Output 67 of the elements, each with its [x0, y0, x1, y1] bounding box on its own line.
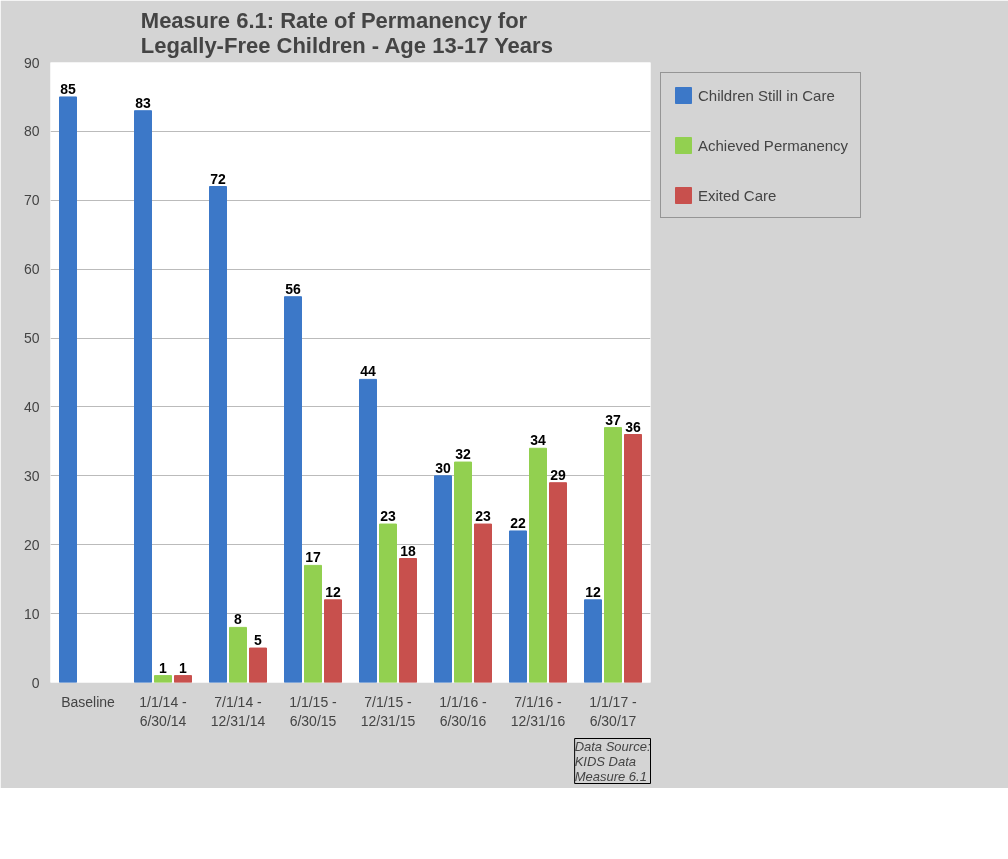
y-tick-label: 30	[23, 467, 40, 484]
x-tick-label: 1/1/16 - 6/30/16	[439, 693, 488, 729]
data-label: 12	[325, 583, 341, 600]
data-label: 12	[585, 583, 601, 600]
data-label: 8	[234, 611, 243, 628]
data-label: 1	[159, 659, 168, 676]
legend-label: Children Still in Care	[698, 86, 835, 104]
bar	[379, 523, 397, 683]
data-label: 23	[380, 508, 396, 525]
legend-label: Achieved Permanency	[698, 136, 849, 154]
data-label: 1	[179, 659, 188, 676]
data-label: 23	[475, 508, 491, 525]
bar	[549, 482, 567, 683]
data-label: 22	[510, 514, 526, 531]
bar	[174, 675, 192, 683]
data-label: 30	[435, 459, 451, 476]
data-label: 72	[210, 170, 226, 187]
bar	[624, 434, 642, 683]
bar	[604, 427, 622, 683]
x-tick-label: 1/1/15 - 6/30/15	[289, 693, 338, 729]
chart-title: Measure 6.1: Rate of Permanency for Legally-Free Children - Age 13-17 Years	[140, 7, 553, 58]
source-note: Data Source: KIDS Data Measure 6.1	[574, 738, 651, 784]
x-tick-label: 7/1/14 - 12/31/14	[210, 693, 266, 729]
bar	[399, 558, 417, 683]
data-label: 44	[360, 363, 376, 380]
bar	[284, 296, 302, 683]
y-tick-label: 80	[23, 123, 40, 140]
y-tick-label: 40	[23, 398, 40, 415]
data-label: 37	[605, 411, 621, 428]
data-label: 85	[60, 80, 76, 97]
y-tick-label: 70	[23, 192, 40, 209]
y-tick-label: 20	[23, 536, 40, 553]
bar	[529, 447, 547, 683]
x-tick-label: 1/1/17 - 6/30/17	[589, 693, 638, 729]
bar	[229, 626, 247, 683]
bar	[474, 523, 492, 683]
data-label: 83	[135, 94, 151, 111]
bar	[304, 564, 322, 683]
data-label: 32	[455, 446, 471, 463]
data-label: 34	[530, 432, 546, 449]
y-tick-label: 90	[23, 54, 40, 71]
bar	[59, 96, 77, 683]
bar	[509, 530, 527, 683]
x-tick-label: 1/1/14 - 6/30/14	[139, 693, 188, 729]
data-label: 17	[305, 549, 321, 566]
data-label: 5	[254, 632, 263, 649]
bar	[359, 378, 377, 683]
bar	[324, 599, 342, 683]
y-tick-label: 10	[23, 605, 40, 622]
x-tick-label: Baseline	[61, 693, 116, 710]
bar	[154, 675, 172, 683]
y-tick-label: 50	[23, 330, 40, 347]
bar	[209, 186, 227, 683]
data-label: 29	[550, 466, 566, 483]
bar	[584, 599, 602, 683]
x-tick-label: 7/1/16 - 12/31/16	[510, 693, 566, 729]
y-tick-label: 0	[31, 674, 40, 691]
data-label: 36	[625, 418, 641, 435]
y-tick-label: 60	[23, 261, 40, 278]
data-label: 56	[285, 280, 301, 297]
bar	[434, 475, 452, 683]
bar	[454, 461, 472, 683]
bar	[134, 110, 152, 683]
x-tick-label: 7/1/15 - 12/31/15	[360, 693, 416, 729]
legend-label: Exited Care	[698, 186, 777, 204]
data-label: 18	[400, 542, 416, 559]
bar	[249, 647, 267, 683]
